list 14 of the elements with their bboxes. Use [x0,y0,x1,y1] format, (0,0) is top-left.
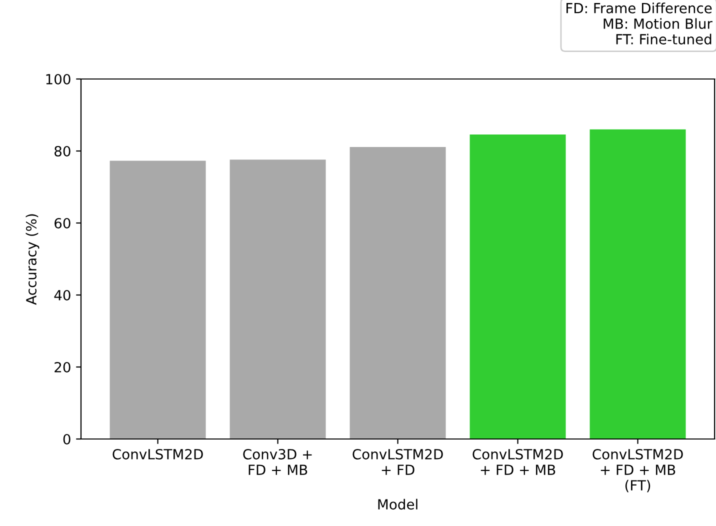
x-tick-label: ConvLSTM2D + FD + MB [472,448,563,475]
y-tick-label: 100 [46,74,70,84]
x-tick-label: ConvLSTM2D [112,448,203,460]
y-axis-title: Accuracy (%) [26,214,40,305]
y-tick-label: 80 [54,146,70,156]
y-tick-label: 60 [54,218,70,228]
x-axis-title: Model [378,498,418,510]
x-tick-label: ConvLSTM2D + FD [352,448,443,475]
x-tick-label: ConvLSTM2D + FD + MB (FT) [592,448,683,492]
x-tick-label: Conv3D + FD + MB [243,448,312,475]
text: FD: Frame Difference MB: Motion Blur FT: Fine-tuned [566,2,712,44]
y-tick-label: 40 [54,290,70,300]
y-tick-label: 0 [63,434,70,444]
y-tick-label: 20 [54,362,70,372]
